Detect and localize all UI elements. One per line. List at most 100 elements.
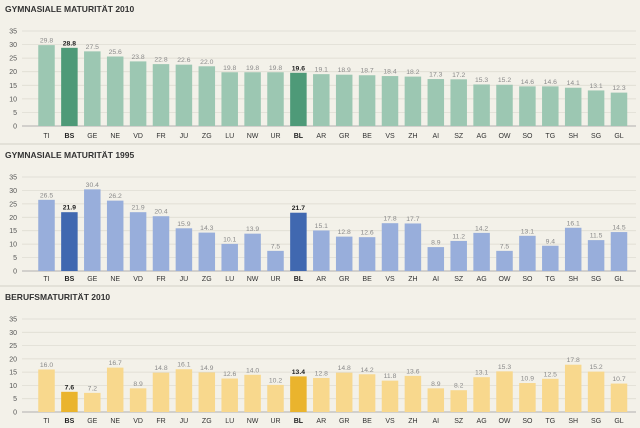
bar <box>335 372 353 412</box>
x-tick-label: LU <box>225 418 234 425</box>
x-tick-label: GE <box>87 418 97 425</box>
bar <box>38 199 55 271</box>
x-tick-label: UR <box>270 418 280 425</box>
bar <box>564 227 582 271</box>
bar <box>358 237 376 271</box>
y-tick-label: 35 <box>9 317 17 324</box>
y-tick-label: 35 <box>9 175 17 182</box>
bar <box>84 51 101 126</box>
x-tick-label: VD <box>133 133 143 140</box>
data-label: 7.2 <box>88 385 98 392</box>
y-tick-label: 5 <box>13 110 17 117</box>
data-label: 19.1 <box>315 67 328 74</box>
data-label: 19.6 <box>292 65 305 72</box>
x-tick-label: UR <box>270 276 280 283</box>
data-label: 28.8 <box>63 40 76 47</box>
y-tick-label: 10 <box>9 242 17 249</box>
bar <box>175 228 193 271</box>
bar <box>313 377 330 412</box>
bar <box>129 212 147 271</box>
bar <box>175 369 193 412</box>
bar <box>519 86 536 126</box>
data-label: 12.8 <box>338 229 351 236</box>
bar <box>564 87 582 126</box>
bar <box>290 72 307 126</box>
data-label: 7.5 <box>500 243 510 250</box>
x-tick-label: SO <box>522 276 533 283</box>
data-label: 17.8 <box>383 216 396 223</box>
x-tick-label: GE <box>87 133 97 140</box>
bar <box>450 390 467 412</box>
data-label: 10.1 <box>223 236 236 243</box>
data-label: 9.4 <box>546 238 556 245</box>
x-tick-label: VD <box>133 418 143 425</box>
bar <box>152 216 170 271</box>
x-tick-label: SG <box>591 418 601 425</box>
data-label: 20.4 <box>154 209 167 216</box>
bar <box>38 45 55 126</box>
data-label: 12.6 <box>360 230 373 237</box>
bar <box>106 367 124 412</box>
x-tick-label: AR <box>316 418 326 425</box>
data-label: 7.5 <box>271 243 281 250</box>
data-label: 14.2 <box>475 225 488 232</box>
x-tick-label: SO <box>522 133 533 140</box>
x-tick-label: OW <box>498 133 510 140</box>
data-label: 27.5 <box>86 44 99 51</box>
data-label: 16.1 <box>567 220 580 227</box>
data-label: 30.4 <box>86 182 99 189</box>
x-tick-label: BE <box>362 418 372 425</box>
x-tick-label: ZH <box>408 418 417 425</box>
bar <box>358 374 376 412</box>
x-tick-label: FR <box>156 276 165 283</box>
data-label: 12.3 <box>612 85 625 92</box>
data-label: 22.6 <box>177 57 190 64</box>
bar <box>129 61 147 126</box>
x-tick-label: OW <box>498 418 510 425</box>
bar <box>244 233 261 271</box>
bar <box>610 232 628 271</box>
x-tick-label: NE <box>110 133 120 140</box>
bar <box>473 377 490 412</box>
x-tick-label: GL <box>614 133 623 140</box>
data-label: 16.0 <box>40 362 53 369</box>
data-label: 22.8 <box>154 57 167 64</box>
data-label: 18.2 <box>406 69 419 76</box>
data-label: 19.8 <box>269 65 282 72</box>
bar <box>496 250 513 271</box>
x-tick-label: BS <box>65 276 75 283</box>
x-tick-label: AI <box>432 276 439 283</box>
x-tick-label: VS <box>385 133 395 140</box>
bar <box>106 56 124 127</box>
data-label: 13.1 <box>521 228 534 235</box>
y-tick-label: 25 <box>9 56 17 63</box>
bar <box>404 375 422 412</box>
data-label: 26.5 <box>40 192 53 199</box>
x-tick-label: NE <box>110 276 120 283</box>
x-tick-label: SO <box>522 418 533 425</box>
bar <box>221 72 238 126</box>
data-label: 21.9 <box>63 205 76 212</box>
x-tick-label: OW <box>498 276 510 283</box>
data-label: 11.8 <box>384 373 397 380</box>
x-tick-label: SH <box>568 276 578 283</box>
data-label: 14.6 <box>544 79 557 86</box>
bar <box>244 374 261 412</box>
bar <box>313 74 330 126</box>
y-tick-label: 20 <box>9 69 17 76</box>
y-tick-label: 10 <box>9 96 17 103</box>
x-tick-label: BL <box>294 418 304 425</box>
data-label: 14.8 <box>154 365 167 372</box>
x-tick-label: AR <box>316 133 326 140</box>
bar <box>564 364 582 412</box>
data-label: 10.9 <box>521 376 534 383</box>
data-label: 14.5 <box>612 225 625 232</box>
x-tick-label: TI <box>43 276 49 283</box>
bar <box>450 79 467 126</box>
bar <box>267 250 284 271</box>
x-tick-label: LU <box>225 133 234 140</box>
data-label: 8.9 <box>431 381 441 388</box>
y-tick-label: 30 <box>9 330 17 337</box>
data-label: 15.2 <box>589 364 602 371</box>
